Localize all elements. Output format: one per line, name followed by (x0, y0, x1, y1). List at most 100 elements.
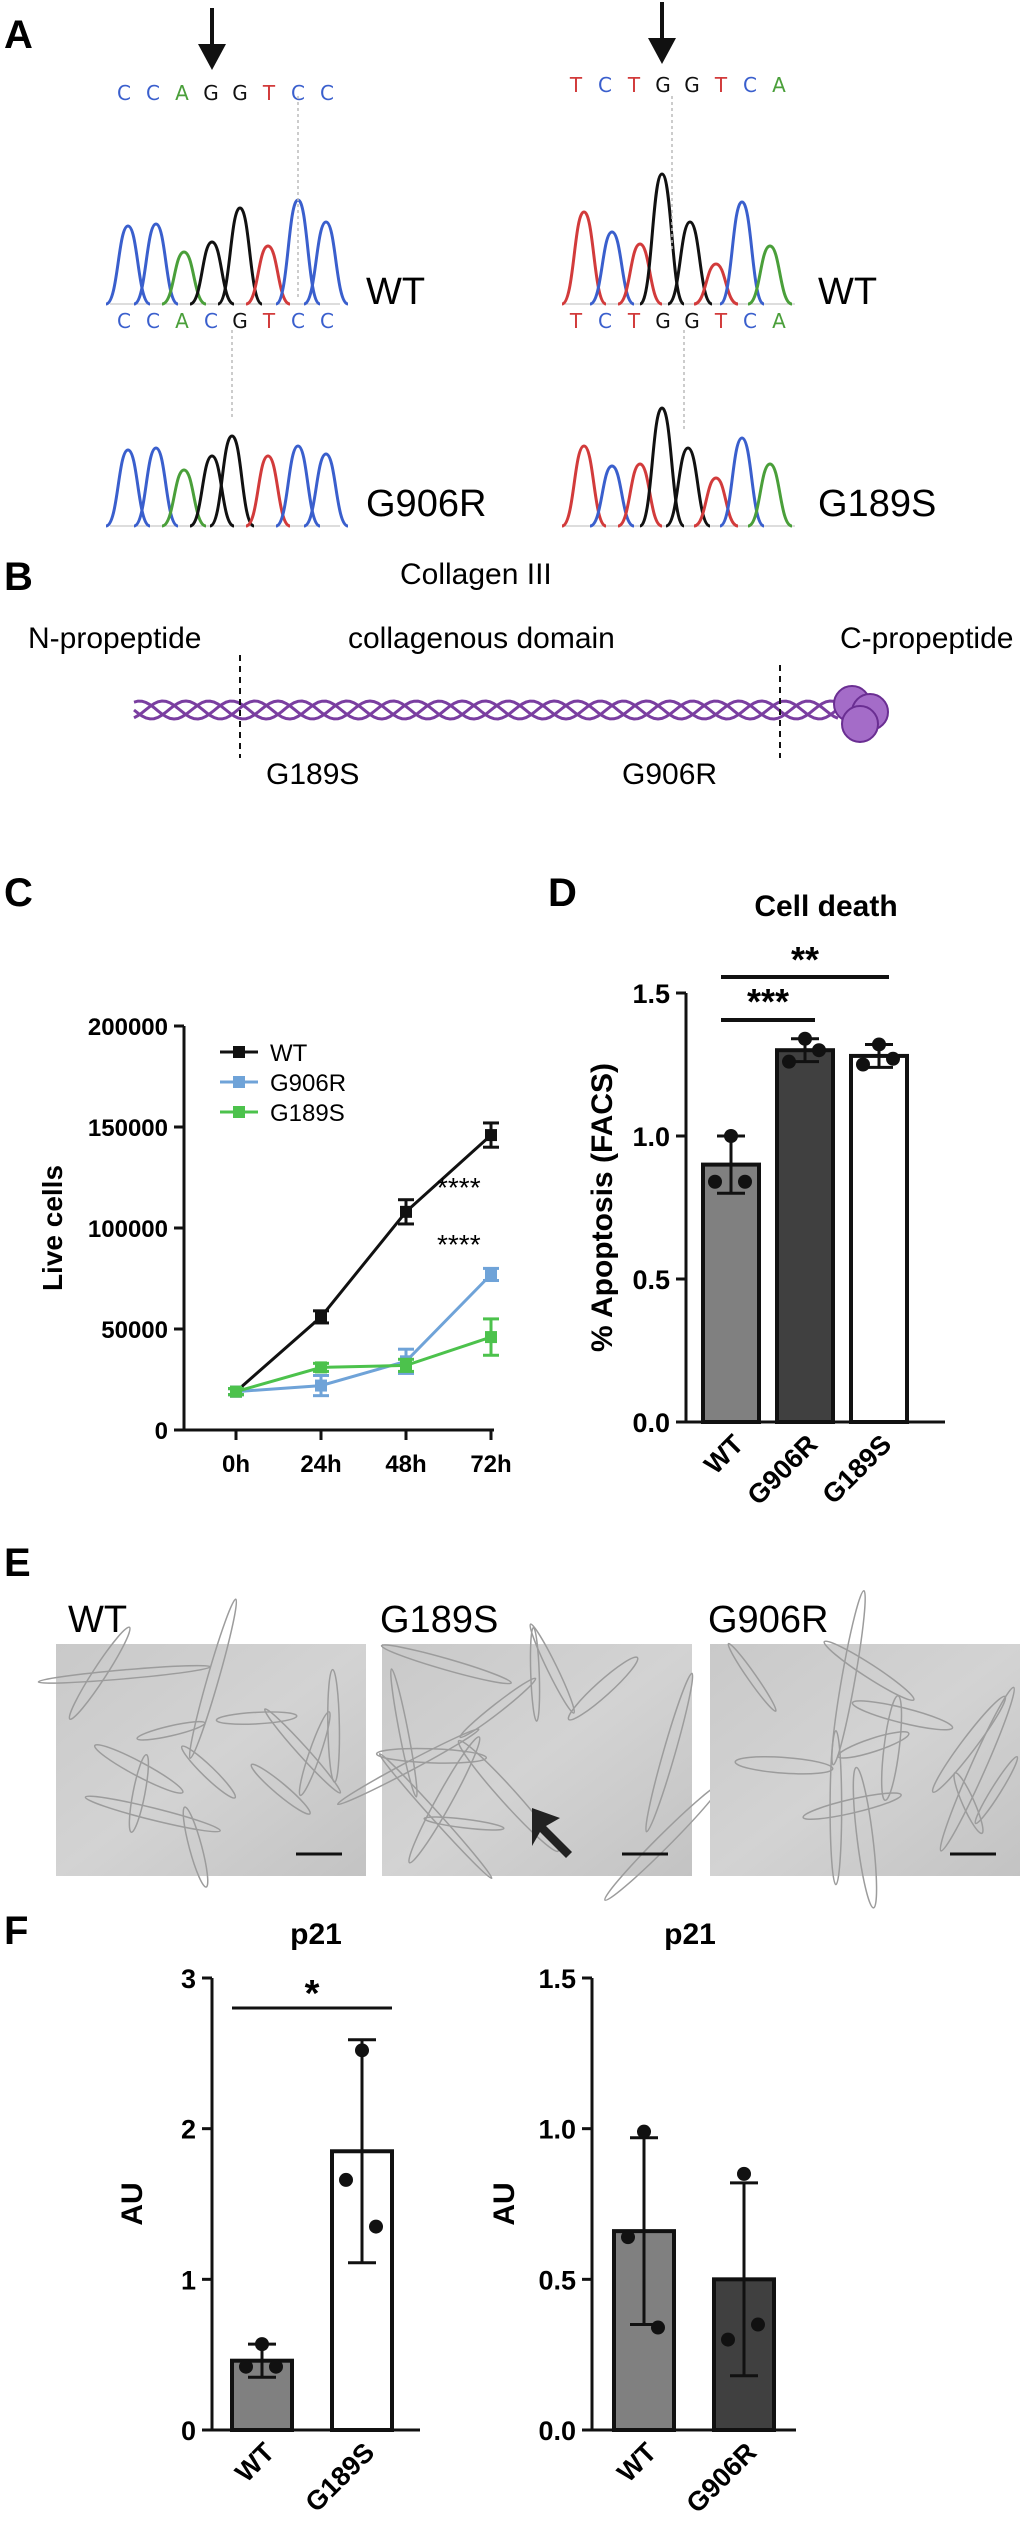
cell-shape (423, 1816, 505, 1831)
base-letter: A (772, 309, 786, 333)
chart-title: Cell death (754, 890, 897, 923)
y-tick-label: 0.5 (538, 2265, 576, 2295)
cell-shape (93, 1743, 184, 1794)
trace-peak (693, 476, 739, 528)
cell-shape (459, 1677, 537, 1739)
x-tick-label: G189S (817, 1429, 898, 1510)
bar-chart-cell-death: 0.0 0.5 1.0 1.5 Cell death % Apoptosis (FACS)… (586, 890, 945, 1511)
cell-shape (852, 1766, 878, 1909)
trace-peak (747, 462, 793, 528)
trace-peak (303, 220, 349, 306)
trace-peak (275, 444, 321, 528)
data-point (315, 1310, 327, 1323)
panel-d: D 0.0 0.5 1.0 1.5 Cell death % Apoptosis (FAC… (548, 871, 945, 1511)
chart-title: p21 (290, 1918, 342, 1951)
cell-shape (734, 1756, 834, 1775)
bar (849, 1053, 909, 1425)
cell-shape (263, 1708, 342, 1794)
data-dot (738, 1174, 752, 1189)
trace-peak (561, 444, 607, 528)
base-letter: C (146, 81, 160, 105)
cell-shape (182, 1806, 209, 1888)
micrograph-label-g906r: G906R (708, 1599, 828, 1641)
trace-peak (638, 406, 686, 528)
trace-peak (747, 244, 793, 306)
label-wt-left: WT (366, 271, 425, 313)
y-tick-label: 100000 (88, 1216, 168, 1243)
micrograph-frame (710, 1644, 1020, 1876)
x-tick-label: G189S (300, 2437, 381, 2518)
trace-peak (617, 242, 663, 306)
base-letter: A (772, 73, 786, 97)
y-tick-label: 1 (181, 2265, 196, 2295)
y-tick-label: 1.5 (538, 1964, 576, 1994)
y-tick-label: 0 (181, 2416, 196, 2446)
data-point (485, 1268, 497, 1281)
base-letter: C (743, 309, 757, 333)
base-letter: C (598, 73, 612, 97)
significance-label: **** (437, 1172, 481, 1203)
data-point (230, 1385, 242, 1398)
y-tick-label: 1.5 (632, 979, 670, 1009)
base-letter: T (262, 81, 276, 105)
cell-shape (180, 1745, 237, 1799)
base-letter: G (655, 73, 671, 97)
cell-shape (380, 1644, 512, 1685)
data-dot (269, 2359, 283, 2374)
x-tick-label: G906R (742, 1429, 824, 1511)
y-tick-label: 1.0 (632, 1122, 670, 1152)
trace-peak (561, 210, 607, 306)
data-dot (369, 2219, 383, 2234)
x-tick-label: 24h (300, 1451, 341, 1478)
cell-shape (68, 1626, 131, 1721)
y-tick-label: 0.0 (632, 1408, 670, 1438)
arrow-icon (532, 1808, 572, 1858)
legend-marker (233, 1076, 245, 1088)
legend-label: WT (270, 1040, 308, 1067)
trace-peak (105, 224, 151, 306)
n-propeptide-label: N-propeptide (28, 622, 201, 655)
significance-label: ** (791, 939, 819, 980)
trace-peak (303, 452, 349, 528)
collagen-title: Collagen III (400, 558, 552, 591)
cell-shape (378, 1752, 493, 1880)
data-point (485, 1331, 497, 1344)
base-letter: C (146, 309, 160, 333)
data-dot (724, 1129, 738, 1143)
trace-peak (665, 446, 711, 528)
legend-marker (233, 1046, 245, 1058)
base-letter: T (714, 309, 728, 333)
trace-peak (693, 262, 739, 306)
y-tick-label: 150000 (88, 1115, 168, 1142)
data-dot (798, 1031, 812, 1046)
base-letter: A (175, 309, 189, 333)
trace-peak (105, 448, 151, 528)
data-dot (621, 2230, 635, 2245)
trace-peak (638, 172, 686, 306)
panel-b-letter: B (4, 555, 33, 599)
significance-label: *** (747, 981, 789, 1022)
data-point (400, 1205, 412, 1218)
base-letter: C (117, 309, 131, 333)
cell-shape (390, 1668, 418, 1798)
bar (701, 1162, 761, 1424)
base-letter: C (291, 81, 305, 105)
series-line (235, 1335, 492, 1394)
collagenous-domain-label: collagenous domain (348, 622, 615, 655)
label-wt-right: WT (818, 271, 877, 313)
arrow-right-icon (648, 2, 676, 64)
y-axis-label: AU (116, 2182, 149, 2225)
data-dot (637, 2124, 651, 2139)
series-line (235, 1273, 493, 1394)
cell-shape (128, 1753, 150, 1833)
y-tick-label: 3 (181, 1964, 196, 1994)
trace-peak (209, 434, 255, 528)
data-point (315, 1379, 327, 1392)
cell-shape (215, 1711, 298, 1725)
cell-shape (336, 1728, 480, 1806)
x-tick-label: 0h (222, 1451, 250, 1478)
data-dot (751, 2317, 765, 2332)
base-letter: C (117, 81, 131, 105)
